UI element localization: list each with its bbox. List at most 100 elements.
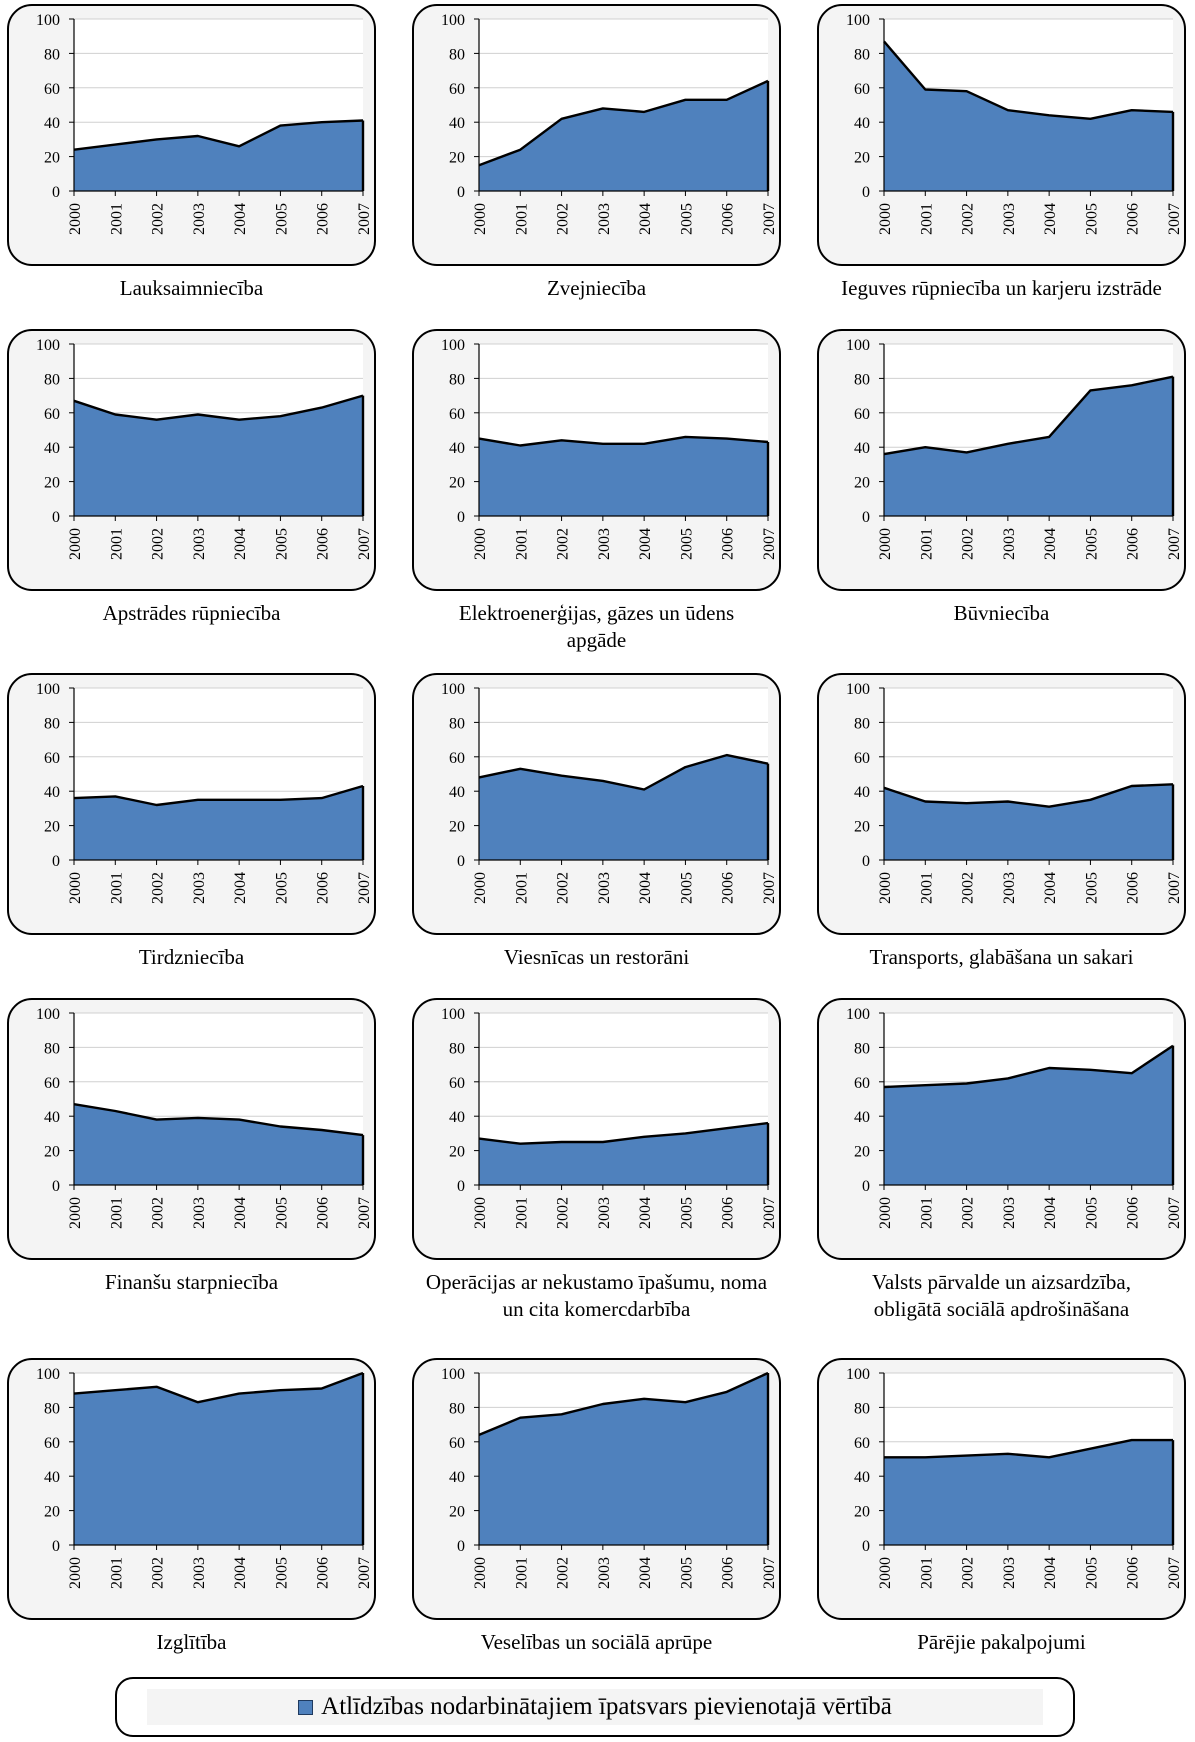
y-tick-label: 40 bbox=[854, 1109, 870, 1126]
x-tick-label: 2000 bbox=[67, 872, 84, 904]
y-tick-label: 100 bbox=[846, 681, 870, 698]
y-tick-label: 60 bbox=[44, 81, 60, 98]
chart-9: 0 20 40 60 80 100 2000 2001 2002 2003 2004 2005 2006… bbox=[817, 673, 1186, 969]
series-line bbox=[73, 119, 364, 151]
y-tick-label: 20 bbox=[44, 819, 60, 836]
y-tick-label: 60 bbox=[449, 1435, 465, 1452]
series-line bbox=[73, 1103, 364, 1137]
x-tick-label: 2007 bbox=[1166, 872, 1183, 904]
series-line bbox=[478, 79, 769, 167]
y-tick-label: 100 bbox=[846, 1366, 870, 1383]
area-fill bbox=[74, 120, 363, 191]
y-tick-label: 40 bbox=[854, 115, 870, 132]
x-tick-label: 2007 bbox=[761, 203, 778, 235]
chart-6: 0 20 40 60 80 100 2000 2001 2002 2003 2004 2005 2006… bbox=[817, 329, 1186, 625]
y-tick-label: 100 bbox=[441, 681, 465, 698]
chart-3: 0 20 40 60 80 100 2000 2001 2002 2003 2004 2005 2006… bbox=[817, 4, 1186, 300]
x-tick-label: 2000 bbox=[877, 1197, 894, 1229]
y-tick-label: 40 bbox=[854, 1469, 870, 1486]
y-tick-label: 100 bbox=[441, 12, 465, 29]
x-tick-label: 2006 bbox=[1125, 1197, 1142, 1229]
y-tick-label: 60 bbox=[44, 406, 60, 423]
y-tick-label: 20 bbox=[44, 1504, 60, 1521]
y-tick-label: 60 bbox=[449, 750, 465, 767]
x-tick-label: 2007 bbox=[1166, 1197, 1183, 1229]
area-fill bbox=[884, 1045, 1173, 1185]
series-line bbox=[884, 1438, 1173, 1459]
y-tick-label: 0 bbox=[52, 1538, 60, 1555]
x-tick-label: 2005 bbox=[678, 1557, 695, 1589]
y-tick-label: 80 bbox=[854, 715, 870, 732]
y-tick-label: 20 bbox=[854, 1144, 870, 1161]
y-tick-label: 0 bbox=[457, 184, 465, 201]
x-tick-label: 2002 bbox=[150, 1197, 167, 1229]
x-tick-label: 2001 bbox=[108, 203, 125, 235]
y-tick-label: 60 bbox=[449, 81, 465, 98]
series-line bbox=[73, 1371, 364, 1404]
x-tick-label: 2007 bbox=[1166, 203, 1183, 235]
area-fill bbox=[479, 755, 768, 860]
x-tick-label: 2007 bbox=[761, 1197, 778, 1229]
y-tick-label: 60 bbox=[44, 1075, 60, 1092]
x-tick-label: 2003 bbox=[1001, 203, 1018, 235]
area-fill bbox=[479, 436, 768, 516]
x-tick-label: 2004 bbox=[637, 203, 654, 235]
chart-7: 0 20 40 60 80 100 2000 2001 2002 2003 2004 2005 2006… bbox=[7, 673, 376, 969]
y-tick-label: 40 bbox=[44, 115, 60, 132]
y-tick-label: 0 bbox=[862, 1178, 870, 1195]
y-tick-label: 100 bbox=[441, 1006, 465, 1023]
x-tick-label: 2003 bbox=[596, 1557, 613, 1589]
legend-label: Atlīdzības nodarbinātajiem īpatsvars pie… bbox=[321, 1693, 892, 1720]
chart-title: Veselības un sociālā aprūpe bbox=[481, 1630, 713, 1654]
series-line bbox=[73, 784, 364, 807]
x-tick-label: 2007 bbox=[356, 528, 373, 560]
chart-title: Viesnīcas un restorāni bbox=[504, 945, 690, 969]
series-line bbox=[73, 394, 364, 421]
legend-inner: Atlīdzības nodarbinātajiem īpatsvars pie… bbox=[147, 1689, 1043, 1725]
y-tick-label: 60 bbox=[854, 81, 870, 98]
y-tick-label: 20 bbox=[854, 1504, 870, 1521]
y-tick-label: 20 bbox=[854, 150, 870, 167]
x-tick-label: 2002 bbox=[555, 872, 572, 904]
y-tick-label: 20 bbox=[449, 1144, 465, 1161]
chart-title: Valsts pārvalde un aizsardzība, bbox=[872, 1270, 1131, 1294]
x-tick-label: 2006 bbox=[720, 1557, 737, 1589]
area-fill bbox=[479, 1123, 768, 1185]
y-tick-label: 80 bbox=[449, 371, 465, 388]
y-tick-label: 60 bbox=[854, 750, 870, 767]
series-line bbox=[883, 40, 1174, 120]
x-tick-label: 2003 bbox=[1001, 1197, 1018, 1229]
x-tick-label: 2005 bbox=[273, 1557, 290, 1589]
y-tick-label: 100 bbox=[846, 12, 870, 29]
x-tick-label: 2006 bbox=[720, 528, 737, 560]
series-line bbox=[478, 1371, 769, 1437]
x-tick-label: 2001 bbox=[108, 1557, 125, 1589]
x-tick-label: 2003 bbox=[596, 872, 613, 904]
x-tick-label: 2006 bbox=[315, 1197, 332, 1229]
y-tick-label: 40 bbox=[854, 784, 870, 801]
x-tick-label: 2003 bbox=[191, 1197, 208, 1229]
x-tick-label: 2006 bbox=[315, 1557, 332, 1589]
x-tick-label: 2007 bbox=[356, 872, 373, 904]
y-tick-label: 20 bbox=[449, 819, 465, 836]
area-fill bbox=[74, 395, 363, 516]
x-tick-label: 2006 bbox=[315, 203, 332, 235]
x-tick-label: 2001 bbox=[513, 1557, 530, 1589]
x-tick-label: 2001 bbox=[918, 528, 935, 560]
x-tick-label: 2000 bbox=[472, 872, 489, 904]
y-tick-label: 20 bbox=[44, 150, 60, 167]
y-tick-label: 100 bbox=[36, 12, 60, 29]
x-tick-label: 2005 bbox=[678, 1197, 695, 1229]
y-tick-label: 100 bbox=[846, 1006, 870, 1023]
chart-title: Izglītība bbox=[157, 1630, 228, 1654]
y-tick-label: 60 bbox=[44, 750, 60, 767]
x-tick-label: 2004 bbox=[637, 1557, 654, 1589]
x-tick-label: 2005 bbox=[273, 203, 290, 235]
x-tick-label: 2000 bbox=[67, 203, 84, 235]
x-tick-label: 2000 bbox=[472, 1197, 489, 1229]
x-tick-label: 2000 bbox=[472, 528, 489, 560]
y-tick-label: 0 bbox=[52, 853, 60, 870]
y-tick-label: 40 bbox=[449, 1109, 465, 1126]
x-tick-label: 2004 bbox=[232, 203, 249, 235]
